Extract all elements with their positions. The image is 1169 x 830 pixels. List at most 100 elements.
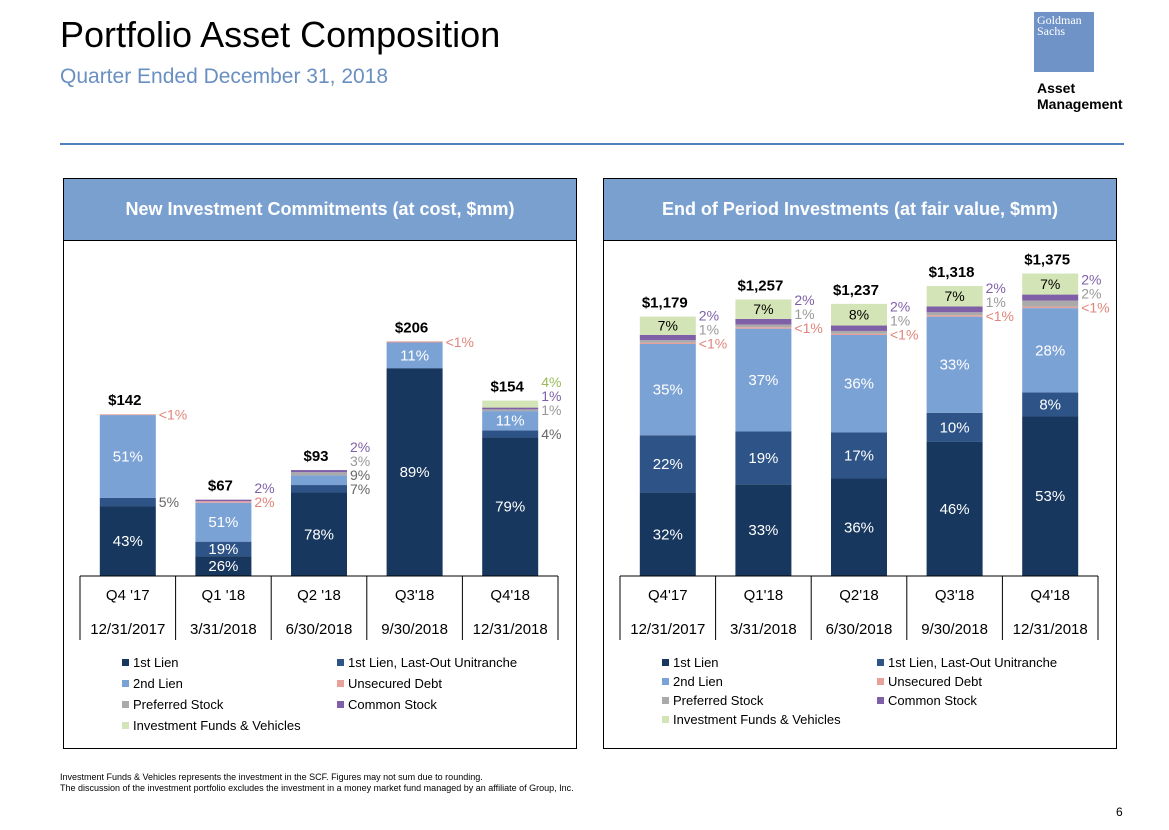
- segment-label: 1%: [541, 402, 561, 418]
- bar-segment: [482, 407, 539, 410]
- segment-label: 35%: [653, 382, 683, 399]
- bar-segment: [482, 409, 539, 412]
- bar-segment: [831, 330, 887, 334]
- date-label: 12/31/2018: [1013, 621, 1088, 638]
- chart-end-of-period: 32%22%35%7%<1%1%2%$1,17933%19%37%7%<1%1%…: [619, 252, 1110, 640]
- bar-segment: [482, 437, 539, 576]
- bar-segment: [926, 286, 983, 307]
- legend: 1st Lien 1st Lien, Last-Out Unitranche 2nd…: [604, 655, 1116, 745]
- bar-segment: [386, 368, 443, 576]
- segment-label: <1%: [699, 335, 727, 351]
- legend-label: 1st Lien: [133, 655, 179, 670]
- footnote-1: Investment Funds & Vehicles represents t…: [60, 772, 483, 782]
- segment-label: 43%: [113, 533, 143, 550]
- legend-swatch: [337, 680, 344, 687]
- segment-label: 1%: [541, 388, 561, 404]
- bar-segment: [386, 342, 443, 369]
- bar-segment: [1022, 308, 1079, 393]
- legend-item: Unsecured Debt: [337, 676, 442, 691]
- bar-segment: [1022, 306, 1079, 309]
- bar-segment: [735, 484, 792, 576]
- segment-label: <1%: [890, 326, 918, 342]
- legend-swatch: [662, 716, 669, 723]
- category-label: Q1'18: [744, 587, 784, 604]
- bar-segment: [735, 431, 792, 485]
- category-label: Q1 '18: [202, 587, 246, 604]
- total-label: $1,237: [833, 282, 879, 299]
- legend-swatch: [337, 701, 344, 708]
- segment-label: 2%: [1081, 271, 1101, 287]
- bar-segment: [926, 316, 983, 413]
- category-label: Q4 '17: [106, 587, 150, 604]
- bar-segment: [1022, 273, 1079, 295]
- logo-sub-line-1: Asset: [1037, 80, 1076, 96]
- date-label: 9/30/2018: [381, 621, 448, 638]
- date-label: 6/30/2018: [826, 621, 893, 638]
- bar-segment: [1022, 392, 1079, 417]
- bar-segment: [99, 506, 156, 576]
- bar-segment: [735, 324, 792, 328]
- logo-subtitle: Asset Management: [1037, 80, 1123, 112]
- segment-label: 53%: [1035, 488, 1065, 505]
- bar-segment: [831, 333, 887, 336]
- panel-end-of-period: End of Period Investments (at fair value…: [603, 178, 1117, 749]
- total-label: $154: [491, 379, 525, 396]
- legend-swatch: [122, 659, 129, 666]
- bar-segment: [291, 492, 347, 576]
- bar-segment: [926, 441, 983, 576]
- total-label: $1,257: [737, 277, 783, 294]
- segment-label: 36%: [844, 376, 874, 393]
- bar-segment: [735, 299, 792, 319]
- bar-segment: [195, 541, 252, 557]
- segment-label: 1%: [699, 321, 719, 337]
- bar-segment: [831, 335, 887, 433]
- bar-segment: [291, 470, 347, 473]
- bar-segment: [735, 327, 792, 329]
- date-label: 3/31/2018: [730, 621, 797, 638]
- bar-segment: [831, 432, 887, 479]
- segment-label: 22%: [653, 456, 683, 473]
- legend-swatch: [877, 697, 884, 704]
- legend-label: 2nd Lien: [133, 676, 183, 691]
- date-label: 12/31/2017: [90, 621, 165, 638]
- legend-swatch: [877, 659, 884, 666]
- legend-item: 1st Lien: [662, 655, 719, 670]
- legend-label: 1st Lien, Last-Out Unitranche: [348, 655, 518, 670]
- date-label: 3/31/2018: [190, 621, 257, 638]
- bar-segment: [639, 342, 696, 344]
- legend-label: Unsecured Debt: [348, 676, 442, 691]
- bar-segment: [195, 499, 252, 502]
- legend-swatch: [662, 678, 669, 685]
- segment-label: 2%: [254, 494, 274, 510]
- date-label: 12/31/2017: [630, 621, 705, 638]
- segment-label: 26%: [208, 558, 238, 575]
- bar-segment: [639, 343, 696, 436]
- segment-label: <1%: [794, 320, 822, 336]
- segment-label: 2%: [699, 307, 719, 323]
- footnote-2: The discussion of the investment portfol…: [60, 783, 574, 793]
- segment-label: 7%: [1040, 276, 1060, 292]
- bar-segment: [195, 502, 252, 542]
- segment-label: <1%: [159, 407, 187, 423]
- total-label: $1,375: [1024, 252, 1070, 269]
- panel-title: End of Period Investments (at fair value…: [604, 179, 1116, 241]
- bar-segment: [926, 412, 983, 442]
- total-label: $142: [108, 392, 141, 409]
- bar-segment: [99, 497, 156, 507]
- legend-swatch: [877, 678, 884, 685]
- bar-segment: [831, 303, 887, 326]
- bar-segment: [195, 501, 252, 503]
- total-label: $206: [395, 319, 428, 336]
- segment-label: 1%: [986, 294, 1006, 310]
- logo-line-1: Goldman: [1037, 13, 1082, 27]
- bar-segment: [831, 325, 887, 331]
- footnotes: Investment Funds & Vehicles represents t…: [60, 772, 574, 794]
- legend-item: Investment Funds & Vehicles: [122, 718, 301, 733]
- segment-label: 2%: [986, 280, 1006, 296]
- category-label: Q4'18: [1030, 587, 1070, 604]
- legend-item: 1st Lien, Last-Out Unitranche: [337, 655, 517, 670]
- bar-segment: [482, 430, 539, 438]
- legend-swatch: [122, 680, 129, 687]
- segment-label: 8%: [849, 307, 869, 323]
- bar-segment: [735, 328, 792, 432]
